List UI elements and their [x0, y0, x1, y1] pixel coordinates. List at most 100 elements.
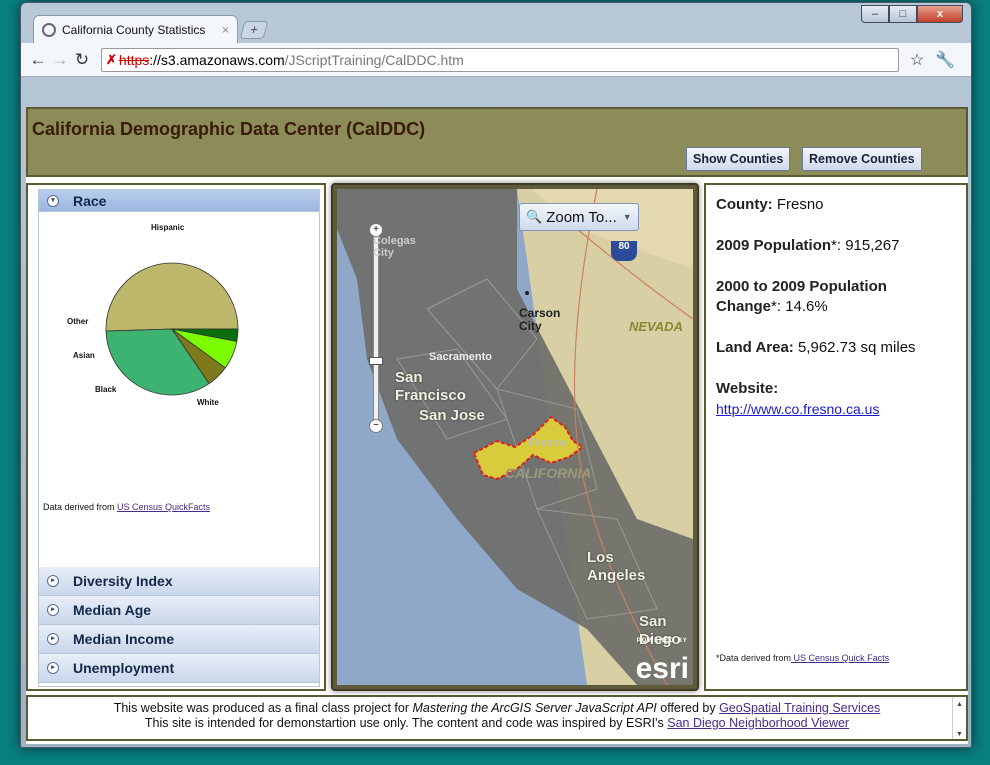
title-bar: – □ x California County Statistics × +	[21, 3, 971, 43]
accordion-section-label: Median Income	[73, 631, 175, 647]
pie-label-white: White	[197, 398, 219, 407]
page-favicon-icon	[42, 22, 56, 37]
collapsed-caret-icon: ▸	[47, 633, 59, 645]
pie-slice-white	[105, 328, 210, 396]
maximize-button[interactable]: □	[889, 5, 917, 23]
race-pie-chart: Hispanic White Black Asian Other	[67, 223, 239, 407]
back-arrow-icon[interactable]: ←	[29, 49, 47, 69]
accordion-median-age-header[interactable]: ▸ Median Age	[39, 596, 319, 625]
footer-scrollbar[interactable]: ▲ ▼	[952, 697, 966, 739]
interstate-80-shield: 80	[611, 241, 637, 261]
population-change-label: 2000 to 2009 Population Change	[716, 278, 887, 315]
race-data-source: Data derived from US Census QuickFacts	[43, 502, 210, 512]
race-chart-body: Hispanic White Black Asian Other Data derive…	[39, 212, 319, 542]
page-title: California Demographic Data Center (CalD…	[32, 119, 426, 139]
pie-slice-hispanic	[105, 262, 239, 332]
accordion-section-label: Median Age	[73, 602, 152, 618]
address-bar[interactable]: ✗ https ://s3.amazonaws.com /JScriptTrai…	[101, 47, 899, 72]
accordion-median-income-header[interactable]: ▸ Median Income	[39, 625, 319, 654]
footer-line-1: This website was produced as a final cla…	[28, 701, 966, 716]
zoom-out-icon[interactable]: −	[369, 419, 383, 433]
browser-tab[interactable]: California County Statistics ×	[33, 15, 238, 43]
pie-label-hispanic: Hispanic	[151, 223, 185, 232]
close-window-button[interactable]: x	[917, 5, 963, 23]
map-label-san-jose: San Jose	[419, 407, 485, 424]
magnifier-icon: 🔍	[526, 209, 543, 224]
accordion-unemployment-header[interactable]: ▸ Unemployment	[39, 654, 319, 683]
map-panel[interactable]: + − 🔍 Zoom To... ▼ Colegas City 80 Carso…	[331, 183, 699, 691]
accordion-spacer	[39, 542, 319, 567]
tab-close-icon[interactable]: ×	[221, 22, 229, 37]
san-diego-viewer-link[interactable]: San Diego Neighborhood Viewer	[667, 716, 850, 730]
zoom-in-icon[interactable]: +	[369, 223, 383, 237]
zoom-slider-handle[interactable]	[369, 357, 383, 365]
accordion: ▾ Race Hispanic White Black Asian Other Data…	[38, 189, 320, 687]
accordion-section-label: Unemployment	[73, 660, 175, 676]
web-page: California Demographic Data Center (CalD…	[26, 107, 968, 744]
stats-accordion-panel: ▾ Race Hispanic White Black Asian Other Data…	[26, 183, 326, 691]
url-scheme: https	[118, 51, 150, 68]
esri-wordmark: esri	[635, 652, 689, 685]
footer-text: This website was produced as a final cla…	[113, 701, 413, 715]
insecure-lock-icon: ✗	[106, 51, 117, 67]
map-label-los-angeles: Los Angeles	[587, 549, 646, 584]
county-website-link[interactable]: http://www.co.fresno.ca.us	[716, 401, 880, 417]
url-host: ://s3.amazonaws.com	[149, 51, 285, 68]
tab-title: California County Statistics	[62, 22, 206, 37]
collapsed-caret-icon: ▸	[47, 604, 59, 616]
accordion-diversity-header[interactable]: ▸ Diversity Index	[39, 567, 319, 596]
map-label-carson-city: Carson City	[519, 306, 561, 333]
california-map[interactable]	[337, 189, 693, 685]
footer-text: offered by	[656, 701, 720, 715]
accordion-race-header[interactable]: ▾ Race	[39, 190, 319, 212]
map-label-california: CALIFORNIA	[505, 465, 592, 481]
land-area-row: Land Area: 5,962.73 sq miles	[716, 338, 956, 358]
forward-arrow-icon[interactable]: →	[51, 49, 69, 69]
browser-window: – □ x California County Statistics × + ←…	[20, 2, 972, 748]
dropdown-arrow-icon: ▼	[622, 212, 632, 222]
footer-line-2: This site is intended for demonstartion …	[28, 716, 966, 731]
pie-slice-other	[171, 328, 239, 342]
map-label-sacramento: Sacramento	[429, 351, 492, 363]
window-controls: – □ x	[861, 5, 963, 23]
esri-powered-by: POWERED BY	[636, 638, 688, 644]
reload-icon[interactable]: ↻	[74, 49, 90, 69]
url-path: /JScriptTraining/CalDDC.htm	[284, 51, 464, 68]
population-change-row: 2000 to 2009 Population Change*: 14.6%	[716, 278, 887, 315]
info-footnote: *Data derived from US Census Quick Facts	[716, 653, 889, 663]
minimize-button[interactable]: –	[861, 5, 889, 23]
remove-counties-button[interactable]: Remove Counties	[802, 147, 922, 171]
page-header: California Demographic Data Center (CalD…	[26, 107, 968, 177]
county-value: Fresno	[776, 196, 824, 213]
county-info-panel: County: Fresno 2009 Population*: 915,267…	[704, 183, 968, 691]
collapsed-caret-icon: ▸	[47, 662, 59, 674]
zoom-to-label: Zoom To...	[546, 208, 617, 226]
show-counties-button[interactable]: Show Counties	[686, 147, 791, 171]
browser-toolbar: ← → ↻ ✗ https ://s3.amazonaws.com /JScri…	[21, 43, 971, 77]
zoom-to-dropdown[interactable]: 🔍 Zoom To... ▼	[519, 203, 639, 231]
footer-text: This site is intended for demonstartion …	[144, 716, 668, 730]
map-label-nevada: NEVADA	[629, 319, 683, 334]
website-label: Website:	[716, 380, 779, 397]
bookmark-star-icon[interactable]: ☆	[909, 51, 925, 69]
esri-logo: POWERED BY esri	[635, 627, 689, 685]
website-row: Website: http://www.co.fresno.ca.us	[716, 379, 956, 420]
geospatial-training-link[interactable]: GeoSpatial Training Services	[719, 701, 881, 715]
accordion-section-label: Diversity Index	[73, 573, 173, 589]
map-label-city: Colegas City	[373, 235, 416, 259]
course-title: Mastering the ArcGIS Server JavaScript A…	[412, 701, 657, 715]
census-quick-facts-link[interactable]: US Census Quick Facts	[791, 653, 890, 663]
accordion-race-label: Race	[73, 192, 107, 209]
wrench-icon[interactable]: 🔧	[935, 51, 955, 69]
map-label-san-francisco: San Francisco	[395, 369, 466, 404]
population-label: 2009 Population	[716, 237, 832, 254]
new-tab-button[interactable]: +	[239, 21, 269, 39]
census-quickfacts-link[interactable]: US Census QuickFacts	[117, 502, 211, 512]
map-label-san-diego: San Diego	[639, 613, 681, 648]
expand-caret-icon: ▾	[47, 194, 59, 207]
county-label: County:	[716, 196, 773, 213]
pie-label-black: Black	[95, 385, 117, 394]
fresno-county-highlight[interactable]	[472, 415, 585, 481]
footnote-prefix: *Data derived from	[716, 653, 792, 663]
collapsed-caret-icon: ▸	[47, 575, 59, 587]
